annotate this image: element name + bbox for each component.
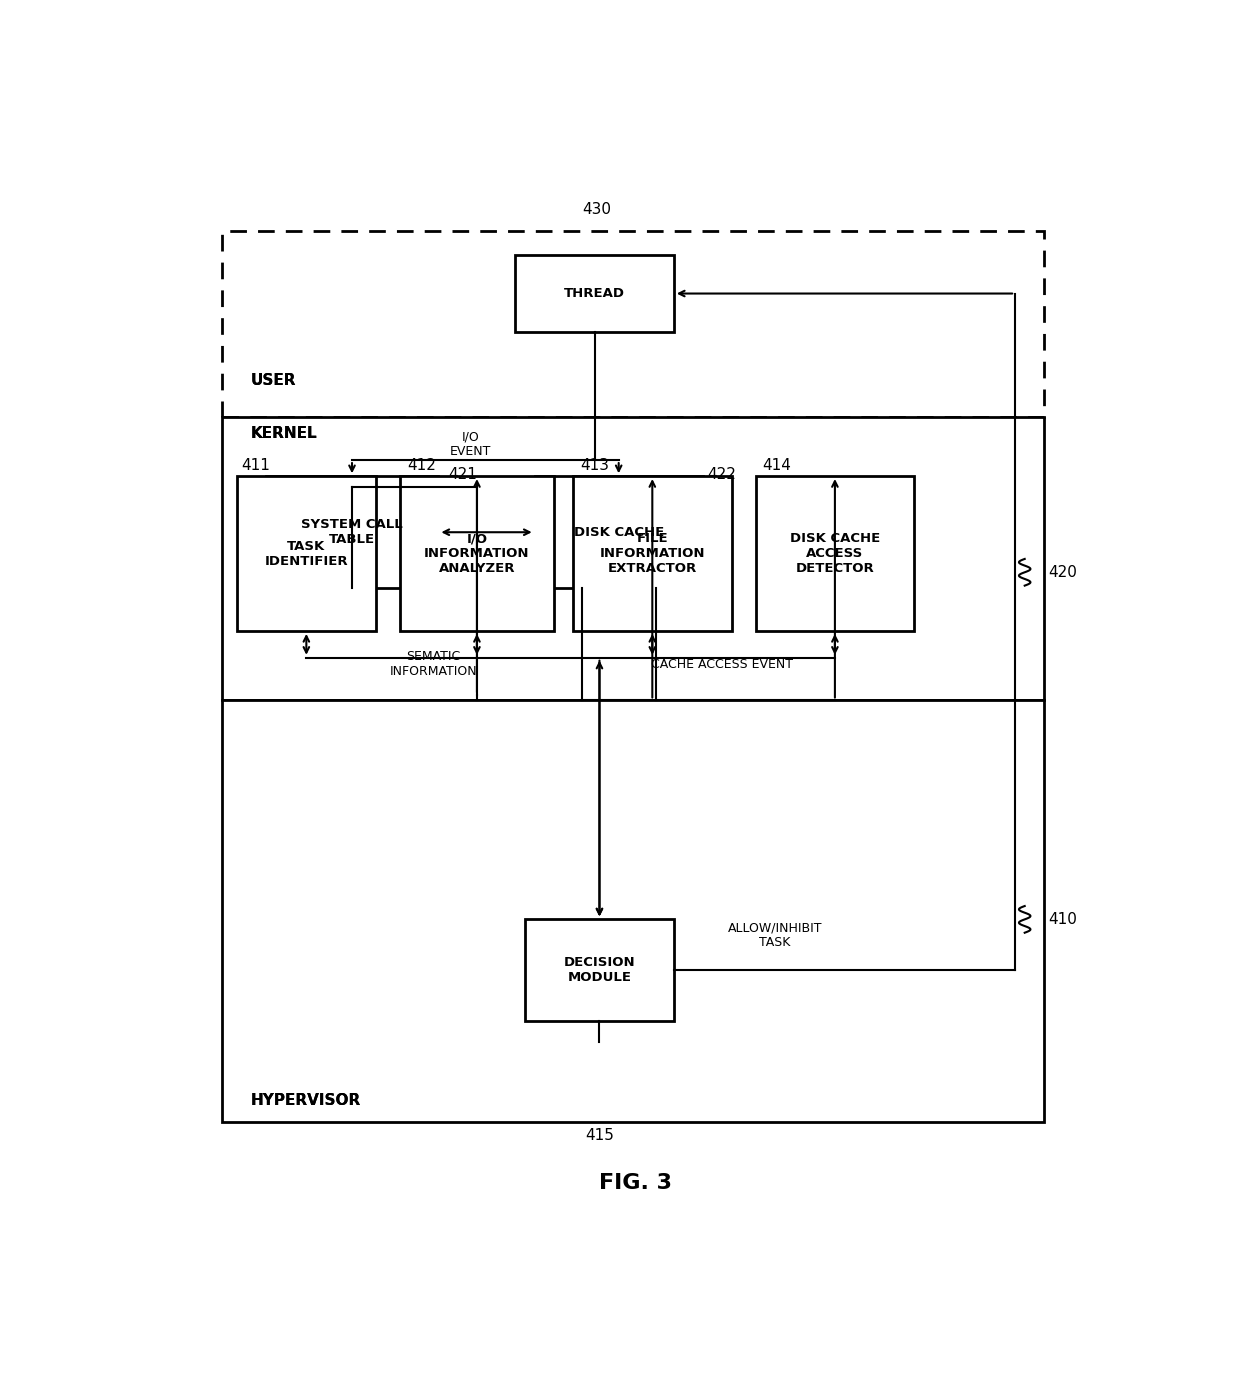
- Text: KERNEL: KERNEL: [250, 426, 317, 441]
- Text: 421: 421: [448, 466, 477, 481]
- Bar: [265, 476, 439, 588]
- Text: USER: USER: [250, 373, 296, 387]
- Bar: [755, 476, 914, 631]
- Text: USER: USER: [250, 373, 296, 387]
- Text: 420: 420: [1049, 565, 1078, 580]
- Text: TASK
IDENTIFIER: TASK IDENTIFIER: [264, 540, 348, 567]
- Text: DECISION
MODULE: DECISION MODULE: [564, 956, 635, 985]
- Text: THREAD: THREAD: [564, 287, 625, 300]
- Text: FILE
INFORMATION
EXTRACTOR: FILE INFORMATION EXTRACTOR: [600, 533, 706, 576]
- Bar: [237, 476, 376, 631]
- Bar: [573, 476, 732, 631]
- Text: 422: 422: [708, 466, 737, 481]
- Text: SYSTEM CALL
TABLE: SYSTEM CALL TABLE: [301, 519, 403, 546]
- Text: ALLOW/INHIBIT
TASK: ALLOW/INHIBIT TASK: [728, 921, 822, 949]
- Text: HYPERVISOR: HYPERVISOR: [250, 1093, 361, 1108]
- Text: 415: 415: [585, 1128, 614, 1143]
- Text: 412: 412: [408, 458, 436, 473]
- Bar: [534, 476, 703, 588]
- Text: 413: 413: [580, 458, 610, 473]
- Text: DISK CACHE: DISK CACHE: [574, 526, 663, 538]
- Bar: [222, 700, 1044, 1122]
- Text: 414: 414: [763, 458, 791, 473]
- Bar: [401, 476, 554, 631]
- Text: SEMATIC
INFORMATION: SEMATIC INFORMATION: [389, 651, 477, 678]
- Bar: [525, 920, 675, 1021]
- Text: KERNEL: KERNEL: [250, 426, 317, 441]
- Text: CACHE ACCESS EVENT: CACHE ACCESS EVENT: [651, 657, 794, 671]
- Text: I/O
INFORMATION
ANALYZER: I/O INFORMATION ANALYZER: [424, 533, 529, 576]
- Bar: [516, 255, 675, 331]
- Text: 411: 411: [242, 458, 270, 473]
- Bar: [222, 230, 1044, 417]
- Text: I/O
EVENT: I/O EVENT: [450, 430, 491, 458]
- Text: FIG. 3: FIG. 3: [599, 1173, 672, 1193]
- Bar: [222, 417, 1044, 700]
- Text: HYPERVISOR: HYPERVISOR: [250, 1093, 361, 1108]
- Text: 430: 430: [583, 201, 611, 216]
- Text: DISK CACHE
ACCESS
DETECTOR: DISK CACHE ACCESS DETECTOR: [790, 533, 880, 576]
- Text: 410: 410: [1049, 911, 1078, 927]
